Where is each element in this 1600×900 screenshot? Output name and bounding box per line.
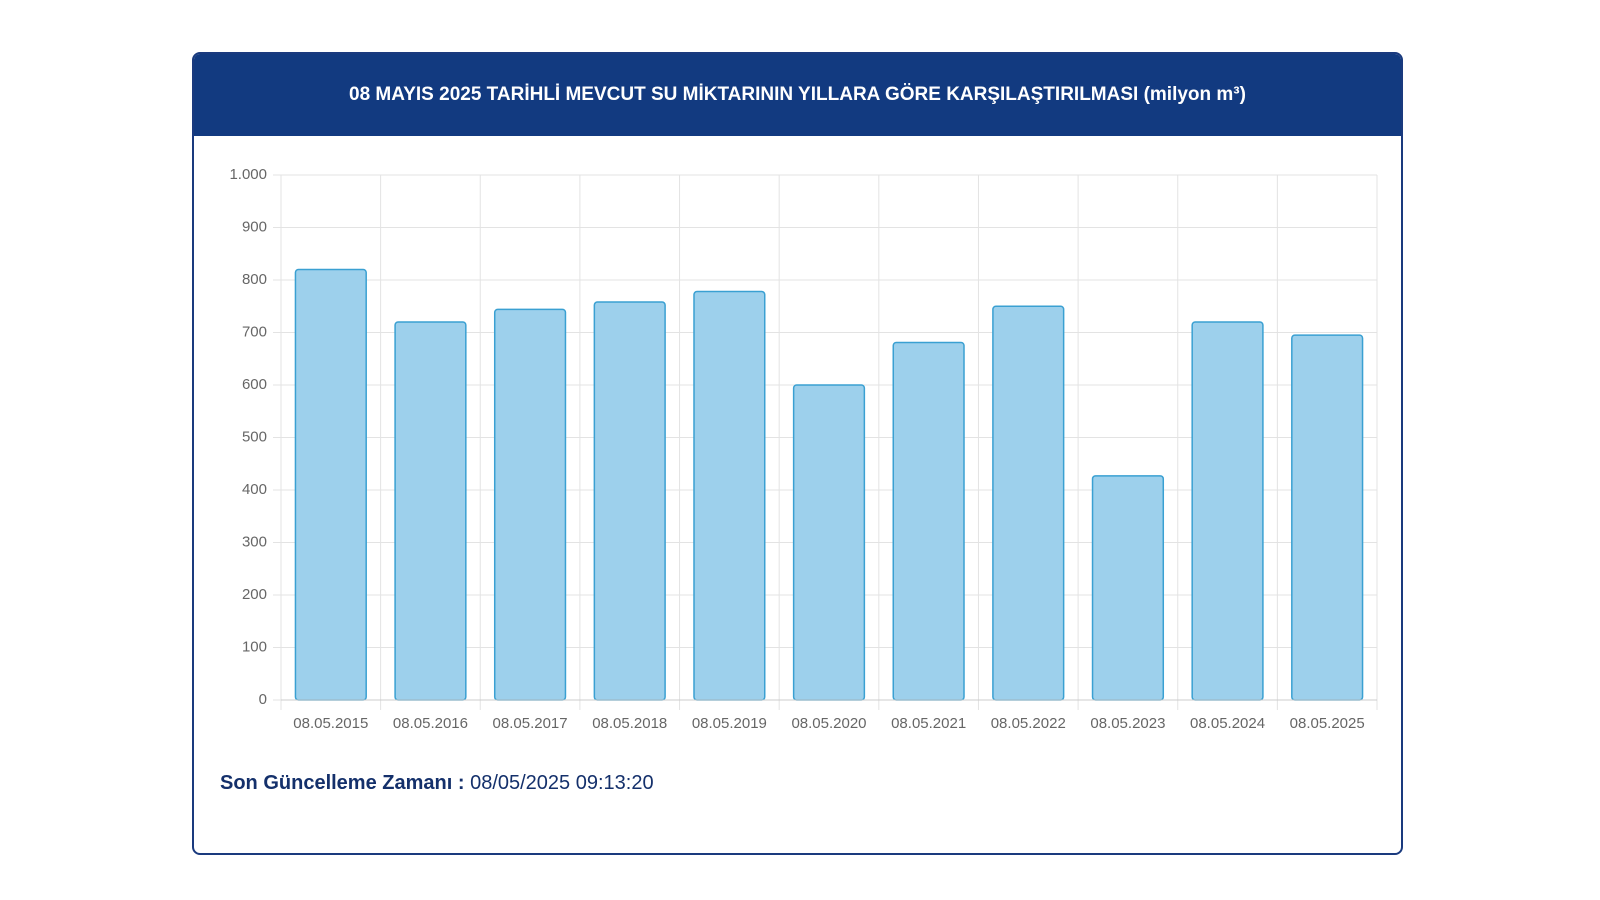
x-tick-label: 08.05.2016 xyxy=(393,715,468,732)
x-tick-label: 08.05.2021 xyxy=(891,715,966,732)
bar xyxy=(1291,334,1364,701)
last-update-label: Son Güncelleme Zamanı : xyxy=(220,772,465,794)
x-tick-label: 08.05.2023 xyxy=(1090,715,1165,732)
x-tick-label: 08.05.2019 xyxy=(692,715,767,732)
y-tick-label: 800 xyxy=(242,271,267,288)
bar xyxy=(1091,475,1165,701)
x-tick-label: 08.05.2018 xyxy=(592,715,667,732)
bar xyxy=(792,384,866,701)
y-tick-label: 100 xyxy=(242,638,267,655)
bar xyxy=(892,341,965,701)
last-update-value: 08/05/2025 09:13:20 xyxy=(470,772,654,794)
y-tick-label: 600 xyxy=(242,376,267,393)
x-tick-label: 08.05.2015 xyxy=(293,715,368,732)
bar xyxy=(693,290,766,701)
bar xyxy=(992,305,1065,701)
y-tick-label: 300 xyxy=(242,533,267,550)
x-tick-label: 08.05.2024 xyxy=(1190,715,1265,732)
x-tick-label: 08.05.2022 xyxy=(991,715,1066,732)
bar xyxy=(493,308,567,701)
y-tick-label: 0 xyxy=(259,691,267,708)
last-update: Son Güncelleme Zamanı : 08/05/2025 09:13… xyxy=(220,772,654,795)
y-tick-label: 400 xyxy=(242,481,267,498)
y-tick-label: 1.000 xyxy=(229,166,267,183)
x-tick-label: 08.05.2017 xyxy=(493,715,568,732)
chart-title: 08 MAYIS 2025 TARİHLİ MEVCUT SU MİKTARIN… xyxy=(194,54,1401,136)
x-tick-label: 08.05.2025 xyxy=(1290,715,1365,732)
y-tick-label: 900 xyxy=(242,218,267,235)
bar xyxy=(394,321,467,701)
bar xyxy=(1191,321,1264,701)
bar xyxy=(593,301,666,701)
y-tick-label: 500 xyxy=(242,428,267,445)
y-tick-label: 700 xyxy=(242,323,267,340)
bar xyxy=(294,268,367,701)
x-tick-label: 08.05.2020 xyxy=(791,715,866,732)
y-tick-label: 200 xyxy=(242,586,267,603)
